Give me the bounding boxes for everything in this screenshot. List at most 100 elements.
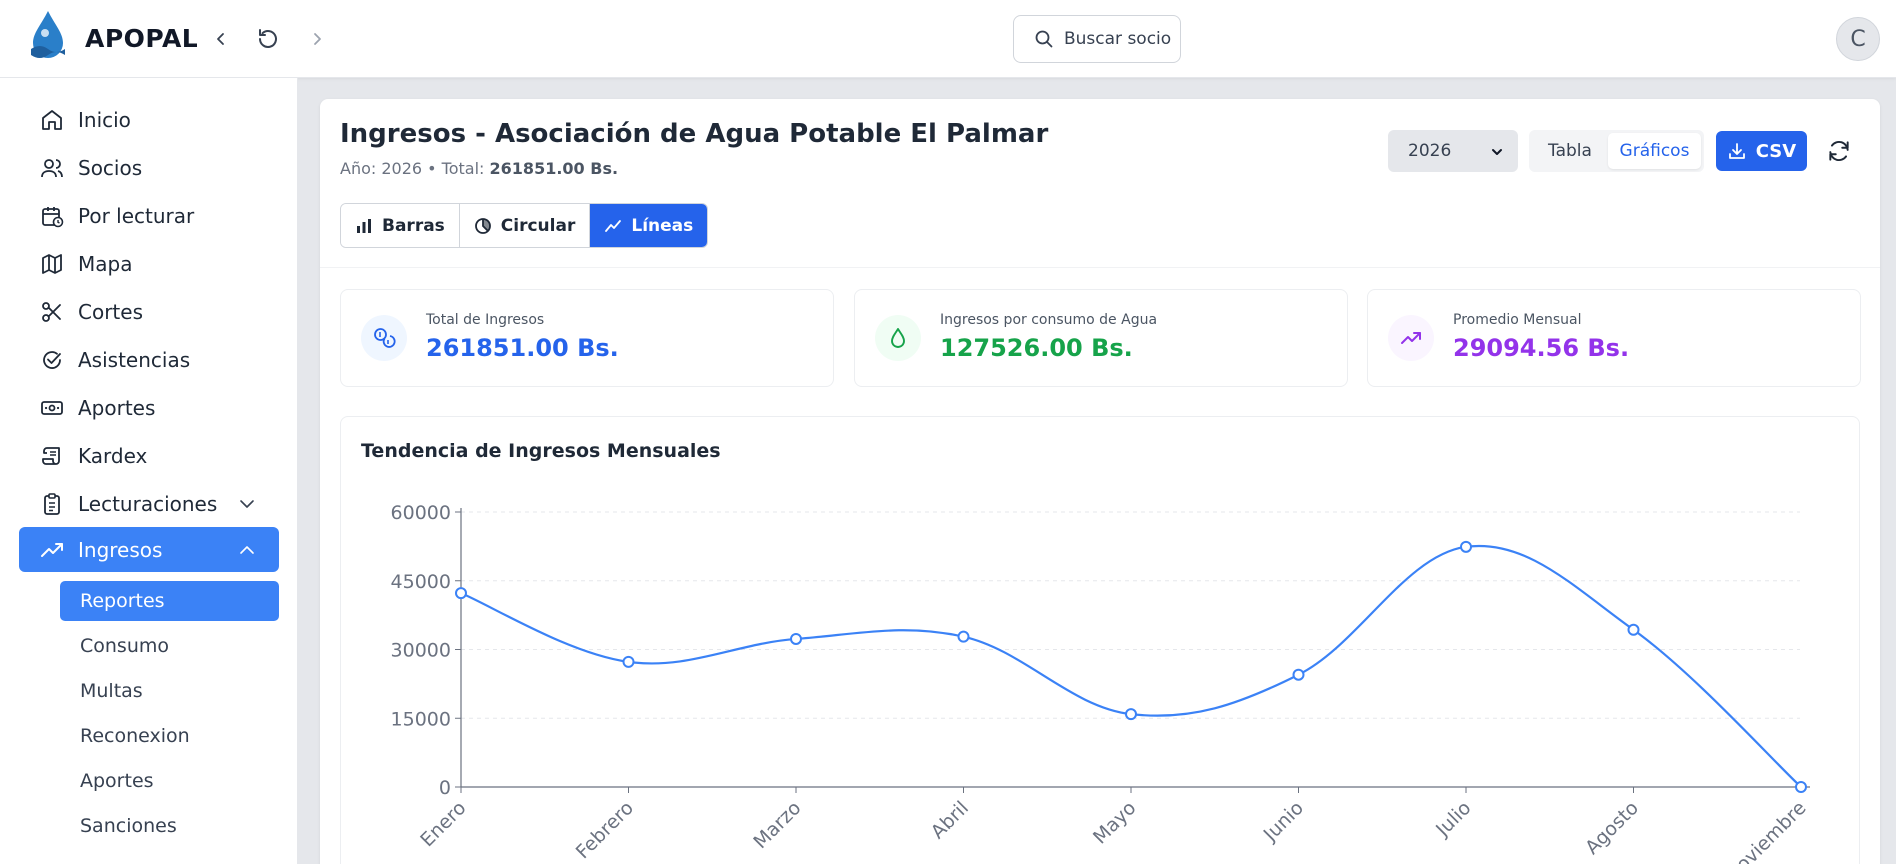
chart-tab-circular[interactable]: Circular	[459, 204, 591, 247]
chevron-left-icon	[217, 33, 224, 45]
stat-value: 261851.00 Bs.	[426, 334, 619, 362]
chart-tab-label: Líneas	[631, 215, 694, 236]
trending-up-icon	[1388, 315, 1434, 361]
x-tick-label: Junio	[1259, 797, 1308, 846]
chart-tab-label: Circular	[500, 215, 576, 236]
sidebar-item-label: Aportes	[78, 395, 156, 420]
x-tick-label: Noviembre	[1722, 797, 1811, 864]
calendar-clock-icon	[42, 206, 64, 227]
stat-value: 29094.56 Bs.	[1453, 334, 1630, 362]
sidebar-item-asistencias[interactable]: Asistencias	[19, 337, 279, 382]
bar-chart-icon	[357, 218, 371, 233]
data-point	[1460, 540, 1472, 553]
sidebar-subitem-sanciones[interactable]: Sanciones	[80, 815, 177, 837]
x-tick-label: Febrero	[572, 797, 638, 863]
view-toggle-charts[interactable]: Gráficos	[1608, 133, 1701, 169]
y-tick-label: 60000	[391, 502, 451, 524]
sidebar-item-label: Kardex	[78, 443, 148, 468]
home-icon	[42, 109, 62, 130]
y-tick-label: 30000	[391, 640, 451, 662]
sidebar-subitem-consumo[interactable]: Consumo	[80, 635, 170, 657]
line-chart-icon	[605, 219, 622, 232]
chevron-right-icon	[314, 33, 321, 45]
chart-tab-label: Barras	[382, 215, 445, 236]
data-point	[622, 655, 635, 668]
scissors-icon	[42, 301, 61, 322]
chart-tab-barras[interactable]: Barras	[341, 204, 460, 247]
sidebar-subitem-reportes[interactable]: Reportes	[60, 581, 279, 621]
trending-up-icon	[41, 542, 63, 557]
pie-chart-icon	[474, 217, 491, 234]
data-point	[1795, 781, 1807, 793]
sidebar-subitem-multas[interactable]: Multas	[80, 680, 143, 702]
sidebar-item-label: Asistencias	[78, 347, 191, 372]
data-point	[1627, 623, 1640, 636]
y-tick-label: 45000	[391, 571, 451, 593]
data-point	[790, 632, 802, 645]
chevron-down-icon	[240, 500, 254, 508]
sidebar-item-label: Cortes	[78, 299, 143, 324]
sidebar-item-por-lecturar[interactable]: Por lecturar	[19, 193, 279, 238]
y-tick-label: 15000	[391, 708, 451, 730]
download-icon	[1728, 143, 1745, 159]
sidebar-item-label: Socios	[78, 155, 143, 180]
chart-card	[340, 416, 1860, 864]
sidebar-item-cortes[interactable]: Cortes	[19, 289, 279, 334]
search-socio-button[interactable]: Buscar socio	[1013, 15, 1181, 63]
x-tick-label: Abril	[927, 797, 973, 843]
sidebar-item-label: Por lecturar	[78, 203, 195, 228]
sidebar-item-inicio[interactable]: Inicio	[19, 97, 279, 142]
refresh-button[interactable]	[1822, 134, 1856, 168]
sidebar-item-label: Ingresos	[78, 537, 163, 562]
csv-download-button[interactable]: CSV	[1716, 131, 1807, 171]
csv-label: CSV	[1755, 140, 1797, 162]
sidebar-item-ingresos[interactable]: Ingresos	[19, 527, 279, 572]
stat-card-total: Total de Ingresos 261851.00 Bs.	[340, 289, 834, 387]
chart-type-tabs: Barras Circular Líneas	[340, 203, 709, 248]
droplet-icon	[875, 315, 921, 361]
sidebar-item-lecturaciones[interactable]: Lecturaciones	[19, 481, 279, 526]
user-avatar[interactable]: C	[1836, 17, 1880, 61]
chevron-up-icon	[240, 546, 254, 554]
header-divider	[320, 267, 1880, 268]
x-tick-label: Julio	[1431, 797, 1475, 841]
forward-button[interactable]	[300, 22, 334, 56]
coins-icon	[361, 315, 407, 361]
check-circle-icon	[43, 350, 61, 369]
stat-label: Ingresos por consumo de Agua	[940, 312, 1158, 328]
chevron-down-icon	[1492, 149, 1502, 155]
x-tick-label: Enero	[416, 797, 470, 851]
banknote-icon	[41, 400, 63, 415]
search-icon	[1035, 30, 1053, 48]
page-subtitle: Año: 2026 • Total: 261851.00 Bs.	[340, 159, 618, 178]
chart-tab-lineas[interactable]: Líneas	[590, 204, 708, 247]
subtitle-total: 261851.00 Bs.	[489, 159, 619, 178]
sidebar: Inicio Socios Por lecturar Mapa Cortes A…	[0, 78, 298, 864]
users-icon	[41, 158, 63, 177]
search-label: Buscar socio	[1064, 29, 1172, 49]
year-select[interactable]: 2026	[1388, 130, 1518, 172]
data-point	[1125, 708, 1137, 721]
app-brand: APOPAL	[85, 24, 199, 53]
sidebar-item-aportes[interactable]: Aportes	[19, 385, 279, 430]
data-point	[957, 630, 970, 643]
stat-label: Promedio Mensual	[1453, 312, 1582, 328]
data-point	[455, 587, 467, 600]
sidebar-item-socios[interactable]: Socios	[19, 145, 279, 190]
sidebar-item-mapa[interactable]: Mapa	[19, 241, 279, 286]
back-button[interactable]	[204, 22, 238, 56]
year-select-value: 2026	[1408, 141, 1452, 161]
line-chart: 0 15000 30000 45000 60000 Enero Febrero Marzo Ab…	[391, 502, 1811, 864]
sidebar-item-kardex[interactable]: Kardex	[19, 433, 279, 478]
reload-button[interactable]	[251, 22, 285, 56]
clipboard-icon	[44, 492, 60, 515]
scroll-icon	[42, 446, 60, 465]
page-title: Ingresos - Asociación de Agua Potable El…	[340, 119, 1049, 149]
x-tick-label: Agosto	[1581, 797, 1643, 859]
sidebar-item-label: Inicio	[78, 107, 131, 132]
sidebar-subitem-aportes[interactable]: Aportes	[80, 770, 154, 792]
app-logo	[31, 11, 65, 58]
view-toggle-table[interactable]: Tabla	[1548, 141, 1592, 161]
sidebar-subitem-reconexion[interactable]: Reconexion	[80, 725, 190, 747]
top-bar: APOPAL Buscar socio C	[0, 0, 1896, 78]
